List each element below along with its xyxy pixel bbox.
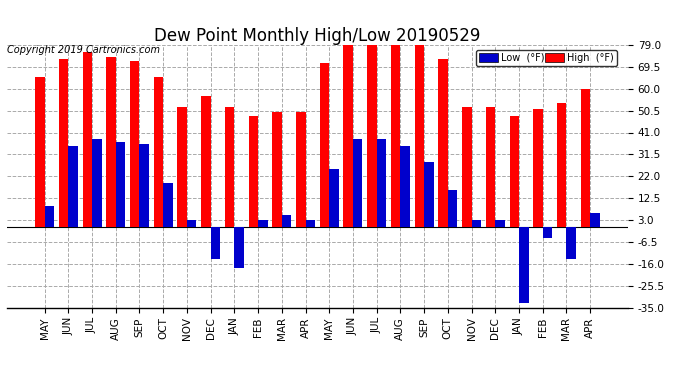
Title: Dew Point Monthly High/Low 20190529: Dew Point Monthly High/Low 20190529 — [154, 27, 481, 45]
Bar — [344, 45, 353, 227]
Bar — [329, 170, 339, 227]
Text: Copyright 2019 Cartronics.com: Copyright 2019 Cartronics.com — [7, 45, 160, 55]
Legend: Low  (°F), High  (°F): Low (°F), High (°F) — [476, 50, 617, 66]
Bar — [68, 146, 78, 227]
Bar — [59, 59, 68, 227]
Bar — [533, 110, 543, 227]
Bar — [258, 220, 268, 227]
Bar — [391, 43, 400, 227]
Bar — [139, 144, 149, 227]
Bar — [248, 116, 258, 227]
Bar — [415, 45, 424, 227]
Bar — [225, 107, 235, 227]
Bar — [438, 59, 448, 227]
Bar — [83, 52, 92, 227]
Bar — [400, 146, 410, 227]
Bar — [367, 43, 377, 227]
Bar — [581, 89, 590, 227]
Bar — [187, 220, 197, 227]
Bar — [92, 140, 101, 227]
Bar — [282, 215, 291, 227]
Bar — [201, 96, 210, 227]
Bar — [106, 57, 116, 227]
Bar — [235, 227, 244, 268]
Bar — [210, 227, 220, 259]
Bar — [590, 213, 600, 227]
Bar — [509, 116, 519, 227]
Bar — [130, 61, 139, 227]
Bar — [319, 63, 329, 227]
Bar — [519, 227, 529, 303]
Bar — [448, 190, 457, 227]
Bar — [353, 140, 362, 227]
Bar — [462, 107, 471, 227]
Bar — [377, 140, 386, 227]
Bar — [35, 77, 45, 227]
Bar — [306, 220, 315, 227]
Bar — [177, 107, 187, 227]
Bar — [543, 227, 552, 238]
Bar — [557, 103, 566, 227]
Bar — [154, 77, 164, 227]
Bar — [296, 112, 306, 227]
Bar — [486, 107, 495, 227]
Bar — [164, 183, 172, 227]
Bar — [566, 227, 576, 259]
Bar — [424, 162, 433, 227]
Bar — [116, 142, 126, 227]
Bar — [45, 206, 54, 227]
Bar — [495, 220, 505, 227]
Bar — [471, 220, 481, 227]
Bar — [273, 112, 282, 227]
